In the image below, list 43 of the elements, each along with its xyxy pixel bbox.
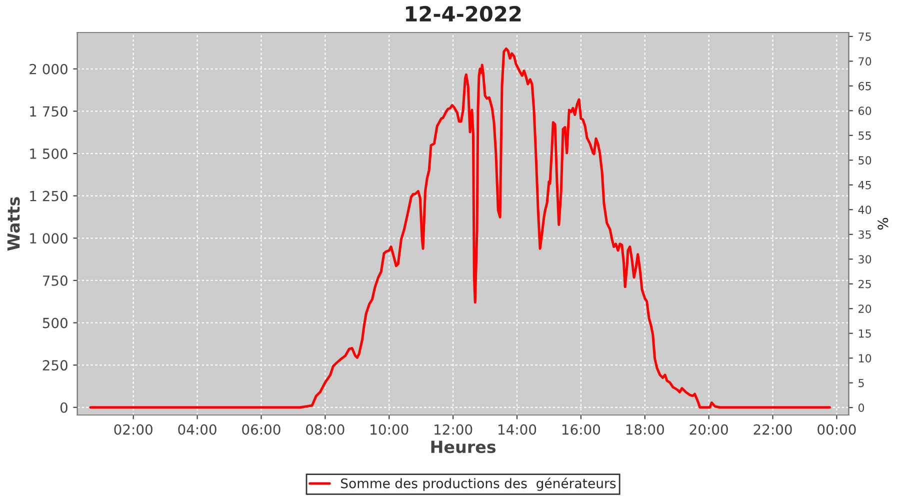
x-tick-label: 14:00 [498,424,536,435]
x-axis-title: Heures [431,440,496,454]
y2-tick-label: 30 [858,255,872,264]
y-tick-label: 500 [42,318,68,328]
x-tick-label: 10:00 [370,424,408,435]
y-tick-label: 1 500 [30,148,68,159]
y2-tick-label: 60 [858,106,872,116]
x-tick-label: 16:00 [562,424,600,435]
y-tick-label: 1 750 [30,106,68,117]
y2-tick-label: 45 [858,181,871,190]
y2-tick-label: 65 [858,82,871,90]
y2-axis-title: % [878,218,888,230]
y2-tick-label: 35 [858,230,871,239]
y-tick-label: 1 250 [30,190,68,202]
y2-tick-label: 40 [858,206,872,214]
legend-label: Somme des productions des générateurs [341,478,616,491]
y2-tick-label: 70 [858,57,872,66]
x-tick-label: 20:00 [690,424,728,435]
x-tick-label: 02:00 [114,424,152,435]
x-tick-label: 00:00 [818,424,856,435]
y2-tick-label: 10 [858,354,872,362]
x-tick-label: 06:00 [242,424,280,435]
x-tick-label: 22:00 [754,424,792,435]
y2-tick-label: 15 [858,329,871,338]
x-tick-label: 08:00 [306,424,344,435]
chart-title: 12-4-2022 [406,6,521,22]
y-tick-label: 1 000 [30,233,68,244]
x-tick-label: 04:00 [178,424,216,435]
y-tick-label: 0 [60,402,68,413]
y-tick-label: 750 [43,275,68,286]
y2-tick-label: 0 [858,404,864,412]
y-tick-label: 2 000 [30,64,68,74]
line-series [89,48,831,409]
x-tick-label: 12:00 [434,424,472,435]
y2-tick-label: 55 [858,132,871,140]
y2-tick-label: 75 [858,32,871,41]
y2-tick-label: 50 [858,156,872,165]
y2-tick-label: 25 [858,280,871,288]
y2-tick-label: 5 [858,378,864,388]
y-axis-title: Watts [7,197,20,251]
y2-tick-label: 20 [858,304,872,313]
x-tick-label: 18:00 [626,424,664,435]
y-tick-label: 250 [42,360,68,371]
